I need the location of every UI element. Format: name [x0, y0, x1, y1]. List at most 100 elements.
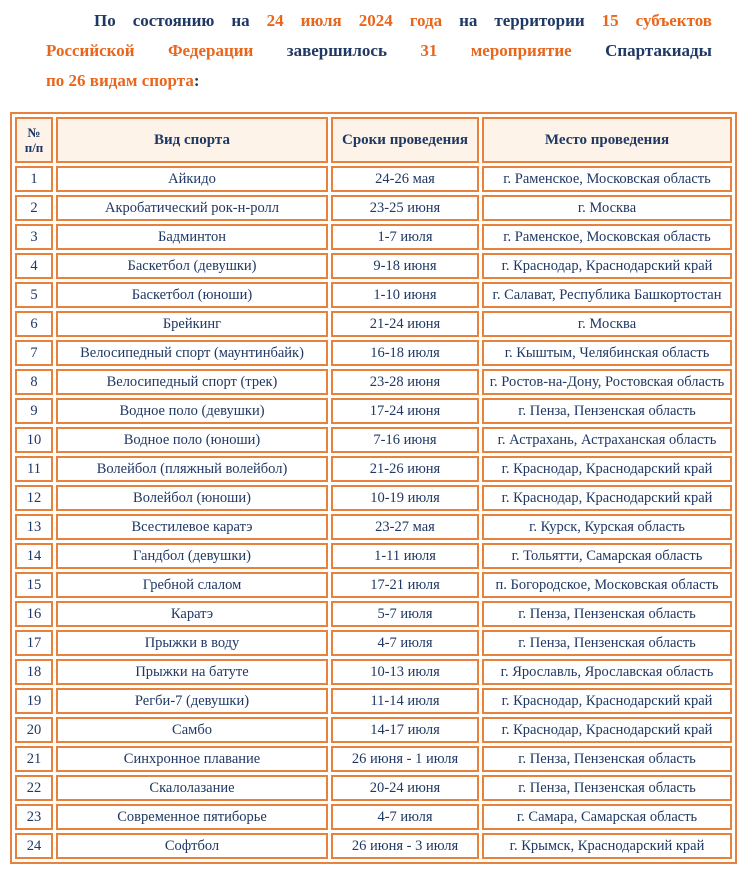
row-dates: 1-10 июня	[331, 282, 479, 308]
row-dates: 11-14 июля	[331, 688, 479, 714]
table-row: 11 Волейбол (пляжный волейбол) 21-26 июня г…	[15, 456, 732, 482]
row-number: 12	[15, 485, 53, 511]
row-dates: 23-27 мая	[331, 514, 479, 540]
row-dates: 7-16 июня	[331, 427, 479, 453]
row-place: г. Пенза, Пензенская область	[482, 775, 732, 801]
row-dates: 4-7 июля	[331, 804, 479, 830]
intro-token: года	[409, 11, 443, 30]
row-sport: Велосипедный спорт (маунтинбайк)	[56, 340, 328, 366]
row-sport: Прыжки на батуте	[56, 659, 328, 685]
table-row: 16 Каратэ 5-7 июля г. Пенза, Пензенская обл…	[15, 601, 732, 627]
table-row: 23 Современное пятиборье 4-7 июля г. Самара…	[15, 804, 732, 830]
row-sport: Самбо	[56, 717, 328, 743]
table-row: 14 Гандбол (девушки) 1-11 июля г. Тольятти,…	[15, 543, 732, 569]
row-place: г. Краснодар, Краснодарский край	[482, 688, 732, 714]
col-header-dates: Сроки проведения	[331, 117, 479, 163]
table-row: 21 Синхронное плавание 26 июня - 1 июля г. …	[15, 746, 732, 772]
row-number: 23	[15, 804, 53, 830]
row-sport: Велосипедный спорт (трек)	[56, 369, 328, 395]
col-header-number: № п/п	[15, 117, 53, 163]
intro-token: по 26 видам спорта	[46, 71, 194, 90]
row-number: 13	[15, 514, 53, 540]
row-sport: Водное поло (девушки)	[56, 398, 328, 424]
row-place: г. Кыштым, Челябинская область	[482, 340, 732, 366]
row-place: г. Краснодар, Краснодарский край	[482, 253, 732, 279]
table-row: 24 Софтбол 26 июня - 3 июля г. Крымск, Крас…	[15, 833, 732, 859]
row-number: 7	[15, 340, 53, 366]
row-sport: Баскетбол (юноши)	[56, 282, 328, 308]
row-number: 11	[15, 456, 53, 482]
table-row: 20 Самбо 14-17 июля г. Краснодар, Краснодар…	[15, 717, 732, 743]
row-number: 20	[15, 717, 53, 743]
intro-line: по 26 видам спорта:	[46, 66, 712, 96]
intro-line: Российской Федерации завершилось 31 мероприя…	[46, 36, 712, 66]
row-dates: 23-25 июня	[331, 195, 479, 221]
row-place: г. Курск, Курская область	[482, 514, 732, 540]
table-row: 7 Велосипедный спорт (маунтинбайк) 16-18 и…	[15, 340, 732, 366]
row-dates: 5-7 июля	[331, 601, 479, 627]
table-row: 15 Гребной слалом 17-21 июля п. Богородское…	[15, 572, 732, 598]
table-row: 6 Брейкинг 21-24 июня г. Москва	[15, 311, 732, 337]
row-number: 14	[15, 543, 53, 569]
row-place: г. Пенза, Пензенская область	[482, 601, 732, 627]
intro-token: Спартакиады	[605, 41, 712, 60]
row-sport: Айкидо	[56, 166, 328, 192]
table-row: 3 Бадминтон 1-7 июля г. Раменское, Московск…	[15, 224, 732, 250]
row-dates: 21-24 июня	[331, 311, 479, 337]
row-number: 10	[15, 427, 53, 453]
row-dates: 10-19 июля	[331, 485, 479, 511]
row-sport: Гандбол (девушки)	[56, 543, 328, 569]
row-dates: 17-24 июня	[331, 398, 479, 424]
table-row: 13 Всестилевое каратэ 23-27 мая г. Курск, К…	[15, 514, 732, 540]
row-number: 21	[15, 746, 53, 772]
row-sport: Синхронное плавание	[56, 746, 328, 772]
row-sport: Брейкинг	[56, 311, 328, 337]
table-row: 5 Баскетбол (юноши) 1-10 июня г. Салават, Р…	[15, 282, 732, 308]
row-number: 19	[15, 688, 53, 714]
table-row: 8 Велосипедный спорт (трек) 23-28 июня г. Р…	[15, 369, 732, 395]
table-row: 10 Водное поло (юноши) 7-16 июня г. Астраха…	[15, 427, 732, 453]
intro-token: 15	[601, 11, 619, 30]
intro-token: Российской	[46, 41, 135, 60]
row-place: г. Ярославль, Ярославская область	[482, 659, 732, 685]
row-number: 4	[15, 253, 53, 279]
row-sport: Водное поло (юноши)	[56, 427, 328, 453]
row-number: 15	[15, 572, 53, 598]
row-sport: Гребной слалом	[56, 572, 328, 598]
intro-token: завершилось	[286, 41, 387, 60]
intro-token: субъектов	[635, 11, 712, 30]
row-dates: 14-17 июля	[331, 717, 479, 743]
row-place: г. Пенза, Пензенская область	[482, 630, 732, 656]
intro-token: на	[231, 11, 250, 30]
table-row: 17 Прыжки в воду 4-7 июля г. Пенза, Пензенс…	[15, 630, 732, 656]
row-place: г. Раменское, Московская область	[482, 224, 732, 250]
row-dates: 16-18 июля	[331, 340, 479, 366]
intro-token: мероприятие	[470, 41, 572, 60]
row-dates: 24-26 мая	[331, 166, 479, 192]
table-row: 12 Волейбол (юноши) 10-19 июля г. Краснодар…	[15, 485, 732, 511]
table-header-row: № п/п Вид спорта Сроки проведения Место …	[15, 117, 732, 163]
row-number: 17	[15, 630, 53, 656]
row-sport: Всестилевое каратэ	[56, 514, 328, 540]
intro-token: По	[94, 11, 116, 30]
row-place: г. Салават, Республика Башкортостан	[482, 282, 732, 308]
intro-token: 2024	[358, 11, 393, 30]
row-dates: 26 июня - 3 июля	[331, 833, 479, 859]
row-place: г. Тольятти, Самарская область	[482, 543, 732, 569]
intro-token: 31	[420, 41, 438, 60]
row-place: г. Самара, Самарская область	[482, 804, 732, 830]
table-row: 9 Водное поло (девушки) 17-24 июня г. Пенза…	[15, 398, 732, 424]
row-place: г. Пенза, Пензенская область	[482, 398, 732, 424]
row-number: 3	[15, 224, 53, 250]
row-place: г. Астрахань, Астраханская область	[482, 427, 732, 453]
row-place: г. Москва	[482, 195, 732, 221]
table-row: 4 Баскетбол (девушки) 9-18 июня г. Краснода…	[15, 253, 732, 279]
row-place: г. Краснодар, Краснодарский край	[482, 485, 732, 511]
intro-token: :	[193, 71, 200, 90]
row-sport: Прыжки в воду	[56, 630, 328, 656]
row-number: 24	[15, 833, 53, 859]
row-sport: Скалолазание	[56, 775, 328, 801]
row-sport: Баскетбол (девушки)	[56, 253, 328, 279]
col-header-sport: Вид спорта	[56, 117, 328, 163]
row-dates: 21-26 июня	[331, 456, 479, 482]
